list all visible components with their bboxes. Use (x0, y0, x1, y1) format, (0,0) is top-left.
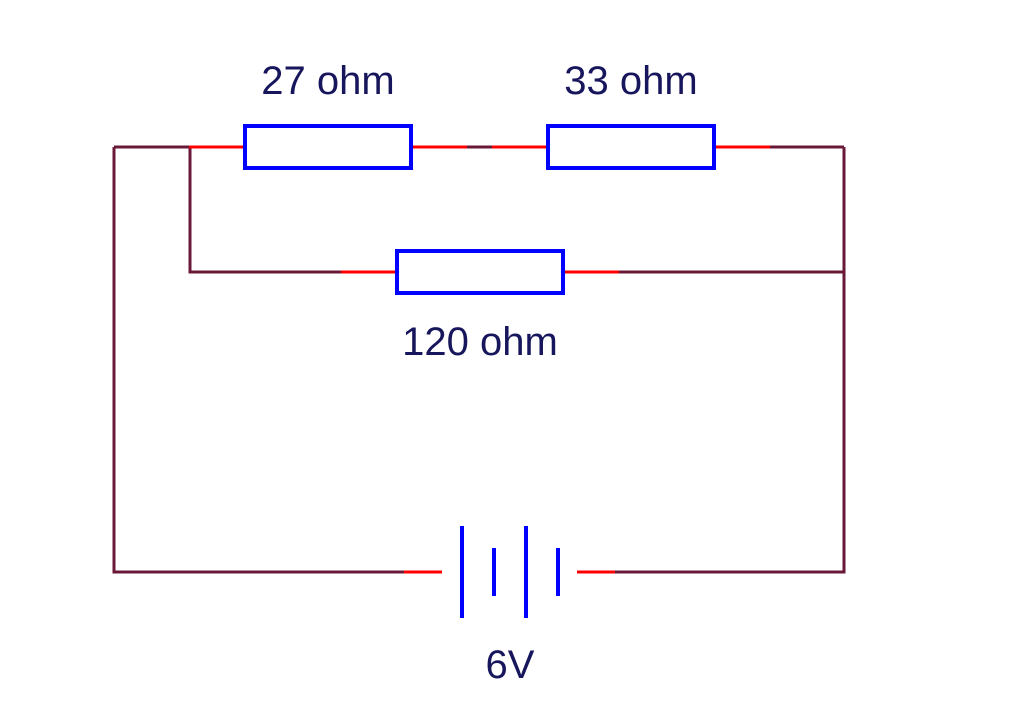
r3-body (397, 251, 563, 293)
r1-label: 27 ohm (261, 59, 394, 103)
wire-right-rail (615, 147, 844, 572)
r1-body (245, 126, 411, 168)
battery-label: 6V (486, 643, 535, 687)
r2-label: 33 ohm (564, 59, 697, 103)
wire-left-rail (114, 147, 404, 572)
r2-body (548, 126, 714, 168)
circuit-diagram: 27 ohm 33 ohm 120 ohm 6V (0, 0, 1024, 716)
r3-label: 120 ohm (402, 320, 558, 364)
